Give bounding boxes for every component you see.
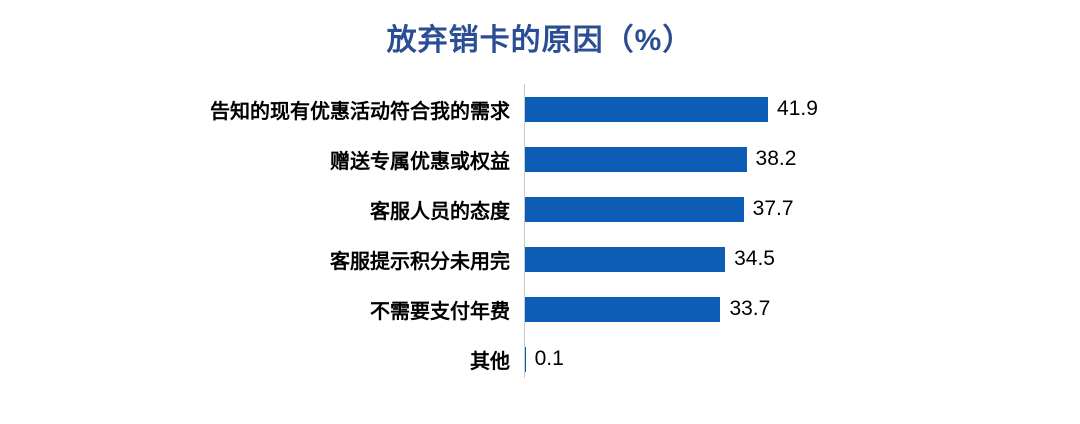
chart-rows: 告知的现有优惠活动符合我的需求 41.9 赠送专属优惠或权益 38.2 客服人员的态度 3… [0,84,1080,384]
bar-track: 34.5 [525,234,1080,284]
chart-row: 赠送专属优惠或权益 38.2 [0,134,1080,184]
bar [525,296,721,322]
bar-track: 37.7 [525,184,1080,234]
bar [525,346,526,372]
value-label: 38.2 [755,147,797,170]
bar-track: 0.1 [525,334,1080,384]
value-label: 0.1 [534,347,564,370]
axis-baseline [524,84,525,378]
chart-row: 告知的现有优惠活动符合我的需求 41.9 [0,84,1080,134]
bar-track: 33.7 [525,284,1080,334]
chart-row: 不需要支付年费 33.7 [0,284,1080,334]
bar [525,96,769,122]
category-label: 客服人员的态度 [370,200,510,223]
category-label: 告知的现有优惠活动符合我的需求 [210,100,510,123]
value-label: 37.7 [752,197,794,220]
category-label: 其他 [470,350,510,373]
bar [525,196,744,222]
chart-row: 客服提示积分未用完 34.5 [0,234,1080,284]
category-label: 客服提示积分未用完 [330,250,510,273]
bar-track: 41.9 [525,84,1080,134]
value-label: 41.9 [777,97,818,120]
chart-row: 客服人员的态度 37.7 [0,184,1080,234]
bar [525,246,726,272]
category-label: 不需要支付年费 [370,300,510,323]
bar-track: 38.2 [525,134,1080,184]
category-label: 赠送专属优惠或权益 [330,150,510,173]
bar [525,146,747,172]
bar-chart: 告知的现有优惠活动符合我的需求 41.9 赠送专属优惠或权益 38.2 客服人员的态度 3… [0,84,1080,384]
chart-row: 其他 0.1 [0,334,1080,384]
value-label: 33.7 [729,297,771,320]
value-label: 34.5 [734,247,775,270]
chart-title: 放弃销卡的原因（%） [386,24,694,57]
